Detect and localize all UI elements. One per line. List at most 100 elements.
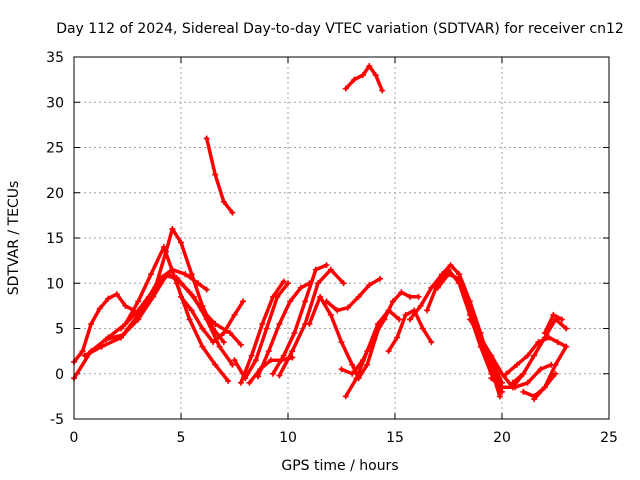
series-track-20 [386, 308, 434, 353]
data-point [327, 266, 334, 273]
data-point [98, 343, 105, 350]
data-point [355, 293, 362, 300]
data-point [419, 325, 426, 332]
x-tick-label: 15 [386, 430, 404, 446]
data-point [359, 72, 366, 79]
data-point [327, 311, 334, 318]
data-point [287, 298, 294, 305]
data-point [323, 262, 330, 269]
series-track-01 [72, 292, 136, 364]
data-point [541, 384, 548, 391]
data-point [88, 320, 95, 327]
data-point [285, 280, 291, 287]
data-point [210, 339, 217, 346]
data-point [188, 271, 195, 278]
data-point [212, 361, 219, 368]
series-track-06 [147, 267, 209, 299]
data-point [312, 266, 319, 273]
data-point [394, 334, 401, 341]
series-track-16 [324, 276, 382, 313]
plot-frame [73, 56, 610, 420]
data-point [270, 293, 277, 300]
y-tick-label: 15 [46, 231, 64, 247]
data-point [406, 316, 413, 323]
data-point [163, 248, 170, 255]
data-point [417, 302, 424, 309]
data-point [496, 393, 503, 400]
data-point [353, 375, 360, 382]
data-point [372, 72, 379, 79]
data-point [178, 293, 184, 300]
data-point [377, 275, 384, 282]
data-point [428, 339, 435, 346]
data-point [276, 320, 283, 327]
data-point [351, 76, 358, 83]
data-point [227, 330, 234, 337]
series-track-18 [344, 308, 402, 399]
data-point [385, 348, 392, 355]
data-point [259, 320, 266, 327]
grid [73, 56, 610, 420]
data-point [520, 388, 527, 395]
x-tick-label: 0 [70, 430, 79, 446]
data-point [220, 339, 227, 346]
data-point [402, 311, 409, 318]
data-point [276, 372, 283, 379]
data-point [477, 334, 484, 341]
data-point [428, 284, 435, 291]
data-point [79, 348, 86, 355]
data-point [237, 379, 244, 386]
data-point [188, 307, 195, 314]
data-point [246, 379, 253, 386]
data-point [280, 278, 287, 285]
data-point [220, 330, 227, 337]
data-point [270, 370, 277, 377]
data-point [349, 370, 356, 377]
data-point [520, 370, 527, 377]
data-point [537, 366, 544, 373]
data-point [199, 343, 206, 350]
data-point [291, 330, 298, 337]
data-point [456, 275, 463, 282]
data-point [212, 320, 219, 327]
data-point [389, 298, 396, 305]
data-point [178, 239, 184, 246]
data-point [334, 307, 341, 314]
data-point [552, 370, 559, 377]
data-point [145, 293, 152, 300]
data-point [342, 85, 349, 92]
data-point [379, 87, 386, 94]
data-point [338, 366, 345, 373]
data-point [190, 293, 197, 300]
y-axis-label: SDTVAR / TECUs [6, 181, 22, 296]
series-track-15 [307, 295, 382, 381]
data-point [255, 373, 262, 380]
data-point [240, 298, 247, 305]
data-point [267, 357, 274, 364]
data-point [342, 393, 349, 400]
y-tick-label: 25 [46, 141, 64, 157]
data-point [135, 307, 142, 314]
data-point [105, 295, 112, 302]
data-point [280, 352, 287, 359]
data-point [466, 316, 473, 323]
data-point [499, 384, 505, 391]
data-point [445, 271, 452, 278]
data-point [252, 357, 259, 364]
x-axis-label: GPS time / hours [281, 458, 398, 474]
data-point [220, 198, 227, 205]
data-point [229, 361, 236, 368]
series-track-08 [204, 136, 235, 215]
data-point [509, 379, 516, 386]
data-point [122, 302, 129, 309]
data-point [554, 339, 561, 346]
series-track-14 [277, 267, 346, 378]
data-point [314, 280, 321, 287]
data-point [182, 271, 189, 278]
x-tick-label: 25 [600, 430, 618, 446]
data-point [169, 225, 176, 232]
data-point [563, 343, 570, 350]
data-point [231, 357, 238, 364]
data-point [265, 348, 272, 355]
